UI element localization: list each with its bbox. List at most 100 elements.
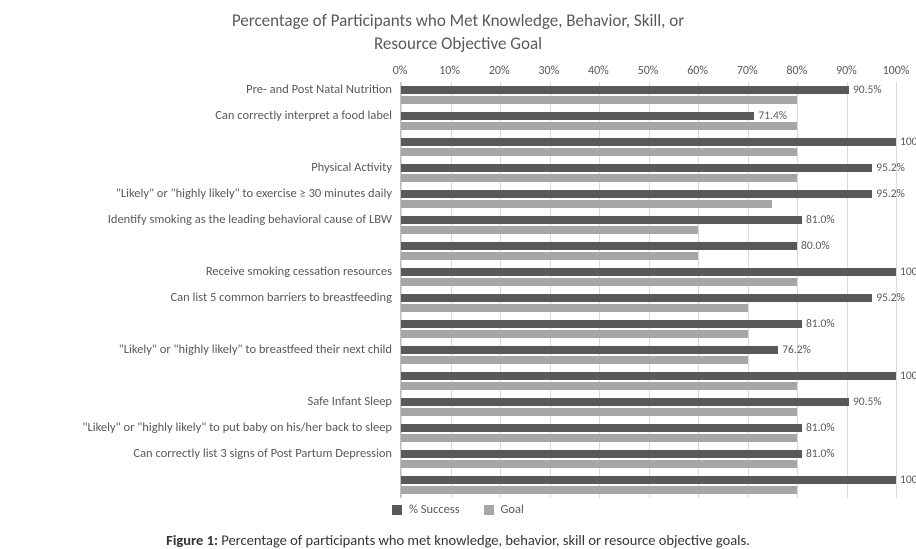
bar-goal [401,174,797,182]
bar-goal [401,148,797,156]
category-label [20,472,400,498]
bar-success [401,164,872,172]
value-label-success: 95.2% [876,187,905,201]
figure-caption-prefix: Figure 1: [166,531,218,549]
chart-plot: 0%10%20%30%40%50%60%70%80%90%100% Pre- a… [20,64,896,498]
bar-goal [401,330,748,338]
category-label: Pre- and Post Natal Nutrition [20,82,400,108]
category-label: Identify smoking as the leading behavior… [20,212,400,238]
chart-row: 100.0% [20,134,896,160]
gridline [847,212,848,238]
chart-row: 100.0% [20,368,896,394]
value-label-success: 100.0% [900,265,916,279]
chart-row: Receive smoking cessation resources100.0… [20,264,896,290]
category-label: Can correctly interpret a food label [20,108,400,134]
value-label-success: 81.0% [806,317,835,331]
bar-success [401,320,802,328]
chart-rows: Pre- and Post Natal Nutrition 90.5% Can co… [20,82,896,498]
gridline [797,238,798,264]
bar-goal [401,252,698,260]
chart-row: "Likely" or "highly likely" to put baby … [20,420,896,446]
bar-success [401,112,754,120]
bar-success [401,372,896,380]
chart-row: Can correctly interpret a food label 71.4… [20,108,896,134]
gridline [896,238,897,264]
x-axis: 0%10%20%30%40%50%60%70%80%90%100% [20,64,896,82]
x-tick-label: 90% [836,64,857,78]
chart-row: Can correctly list 3 signs of Post Partu… [20,446,896,472]
category-label [20,368,400,394]
value-label-success: 95.2% [876,161,905,175]
chart-title-line2: Resource Objective Goal [374,33,542,54]
x-tick-label: 0% [393,64,408,78]
gridline [896,108,897,134]
gridline [896,420,897,446]
x-tick-label: 20% [489,64,510,78]
bar-cell: 80.0% [400,238,896,264]
x-tick-label: 30% [538,64,559,78]
figure-caption: Figure 1: Percentage of participants who… [20,531,896,549]
legend-item-goal: Goal [484,502,524,517]
value-label-success: 90.5% [853,395,882,409]
gridline [896,394,897,420]
bar-goal [401,122,797,130]
category-label: Can list 5 common barriers to breastfeed… [20,290,400,316]
bar-cell: 90.5% [400,82,896,108]
value-label-success: 71.4% [758,109,787,123]
legend-item-success: % Success [392,502,459,517]
gridline [896,264,897,290]
legend-swatch-goal [484,505,494,515]
bar-success [401,190,872,198]
chart-row: Physical Activity95.2% [20,160,896,186]
bar-cell: 81.0% [400,420,896,446]
bar-goal [401,486,797,494]
bar-cell: 90.5% [400,394,896,420]
x-tick-label: 100% [883,64,910,78]
value-label-success: 81.0% [806,213,835,227]
category-label: Physical Activity [20,160,400,186]
gridline [847,108,848,134]
bar-goal [401,304,748,312]
value-label-success: 80.0% [801,239,830,253]
category-label: Receive smoking cessation resources [20,264,400,290]
bar-cell: 100.0% [400,368,896,394]
x-tick-label: 70% [737,64,758,78]
figure-caption-text: Percentage of participants who met knowl… [218,531,750,549]
category-label [20,134,400,160]
chart-row: 81.0% [20,316,896,342]
chart-row: Can list 5 common barriers to breastfeed… [20,290,896,316]
gridline [896,212,897,238]
category-label: "Likely" or "highly likely" to breastfee… [20,342,400,368]
category-label [20,316,400,342]
bar-success [401,294,872,302]
chart-title: Percentage of Participants who Met Knowl… [20,10,896,56]
gridline [896,446,897,472]
x-tick-label: 10% [439,64,460,78]
bar-goal [401,200,772,208]
value-label-success: 81.0% [806,447,835,461]
gridline [847,238,848,264]
legend-label-goal: Goal [500,502,523,517]
chart-row: 80.0% [20,238,896,264]
chart-row: 100.0% [20,472,896,498]
chart-title-line1: Percentage of Participants who Met Knowl… [232,10,684,31]
category-label: Safe Infant Sleep [20,394,400,420]
bar-goal [401,382,797,390]
value-label-success: 90.5% [853,83,882,97]
bar-success [401,398,849,406]
category-label: Can correctly list 3 signs of Post Partu… [20,446,400,472]
value-label-success: 81.0% [806,421,835,435]
chart-row: Identify smoking as the leading behavior… [20,212,896,238]
bar-success [401,450,802,458]
x-tick-label: 40% [588,64,609,78]
bar-success [401,476,896,484]
bar-success [401,242,797,250]
gridline [847,446,848,472]
chart-container: Percentage of Participants who Met Knowl… [0,0,916,549]
bar-cell: 95.2% [400,186,896,212]
gridline [847,316,848,342]
bar-goal [401,226,698,234]
chart-row: Safe Infant Sleep 90.5% [20,394,896,420]
gridline [896,342,897,368]
bar-goal [401,460,797,468]
